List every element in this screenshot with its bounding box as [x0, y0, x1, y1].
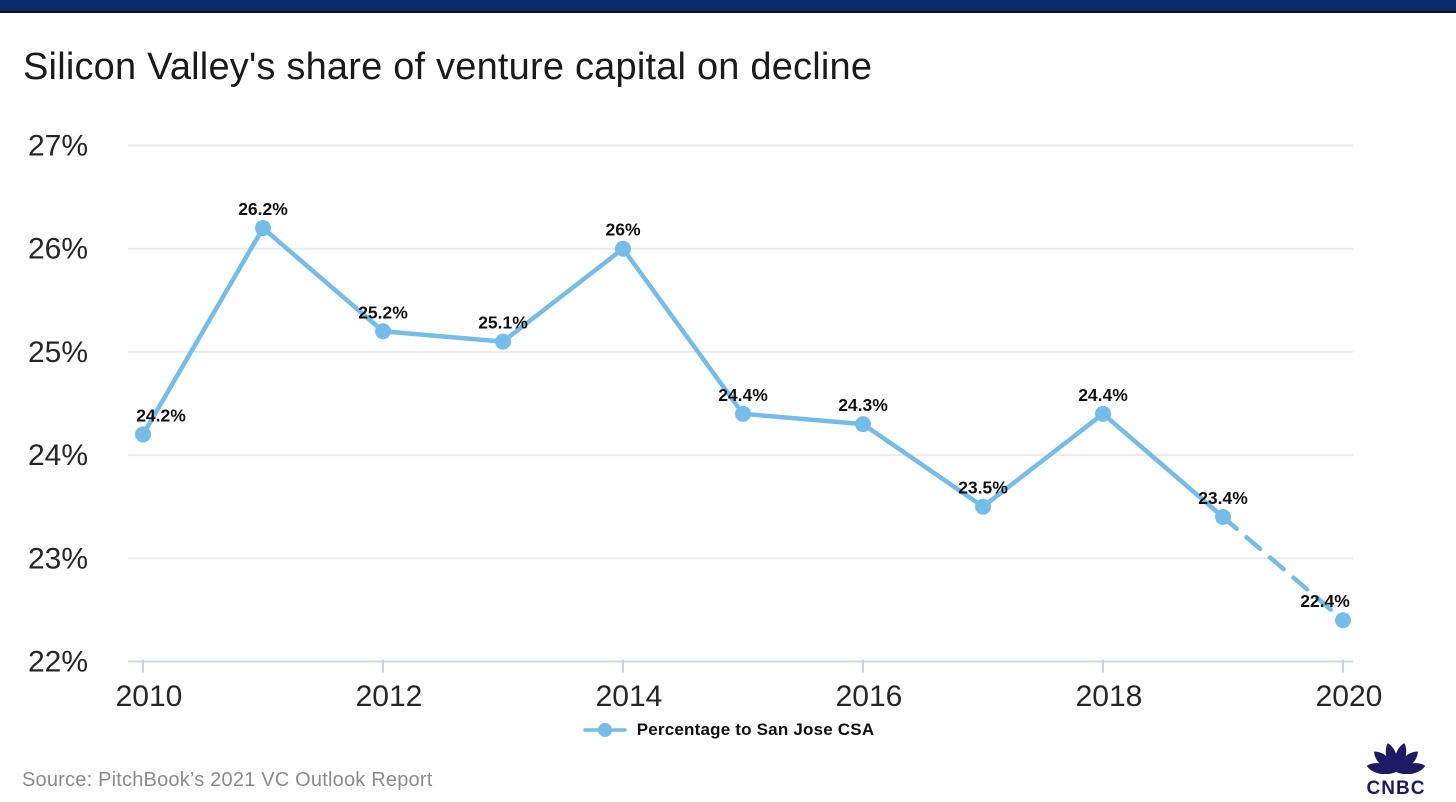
data-point — [1095, 405, 1111, 422]
x-axis-label: 2020 — [1316, 680, 1383, 713]
data-point-label: 26.2% — [238, 199, 288, 219]
y-axis-label: 26% — [28, 233, 88, 266]
data-point-label: 24.2% — [136, 405, 186, 425]
data-point — [1335, 612, 1351, 629]
x-axis-label: 2018 — [1076, 680, 1143, 713]
data-point-label: 24.4% — [718, 385, 768, 405]
cnbc-wordmark: CNBC — [1366, 778, 1426, 799]
peacock-icon — [1366, 743, 1426, 775]
y-axis-label: 25% — [28, 336, 88, 369]
data-point-label: 22.4% — [1300, 591, 1350, 611]
legend: Percentage to San Jose CSA — [0, 720, 1456, 740]
data-point-label: 25.1% — [478, 313, 528, 333]
x-axis-label: 2012 — [356, 680, 423, 713]
source-note: Source: PitchBook’s 2021 VC Outlook Repo… — [22, 769, 433, 791]
data-point-label: 23.5% — [958, 478, 1008, 498]
data-point — [375, 323, 391, 340]
cnbc-logo: CNBC — [1356, 738, 1436, 798]
data-point — [615, 240, 631, 257]
data-point — [855, 416, 871, 433]
data-point — [1215, 509, 1231, 526]
data-point — [255, 220, 271, 237]
data-point-label: 24.3% — [838, 395, 888, 415]
y-axis-label: 27% — [28, 130, 88, 163]
data-point-label: 24.4% — [1078, 385, 1128, 405]
data-point — [495, 333, 511, 350]
data-point-label: 25.2% — [358, 302, 408, 322]
data-point-label: 23.4% — [1198, 488, 1248, 508]
data-point — [975, 498, 991, 515]
data-point-label: 26% — [605, 220, 640, 240]
y-axis-label: 22% — [28, 646, 88, 679]
y-axis-label: 23% — [28, 542, 88, 575]
y-axis-label: 24% — [28, 439, 88, 472]
x-axis-label: 2016 — [836, 680, 903, 713]
series-line — [140, 225, 1226, 520]
legend-label: Percentage to San Jose CSA — [636, 720, 875, 739]
top-accent-bar — [0, 0, 1456, 13]
x-axis-label: 2010 — [116, 680, 183, 713]
series-line-dashed — [1220, 514, 1346, 623]
legend-marker-icon — [582, 723, 627, 737]
x-axis-label: 2014 — [596, 680, 663, 713]
chart-title: Silicon Valley's share of venture capita… — [23, 46, 873, 88]
data-point — [135, 426, 151, 443]
data-point — [735, 405, 751, 422]
